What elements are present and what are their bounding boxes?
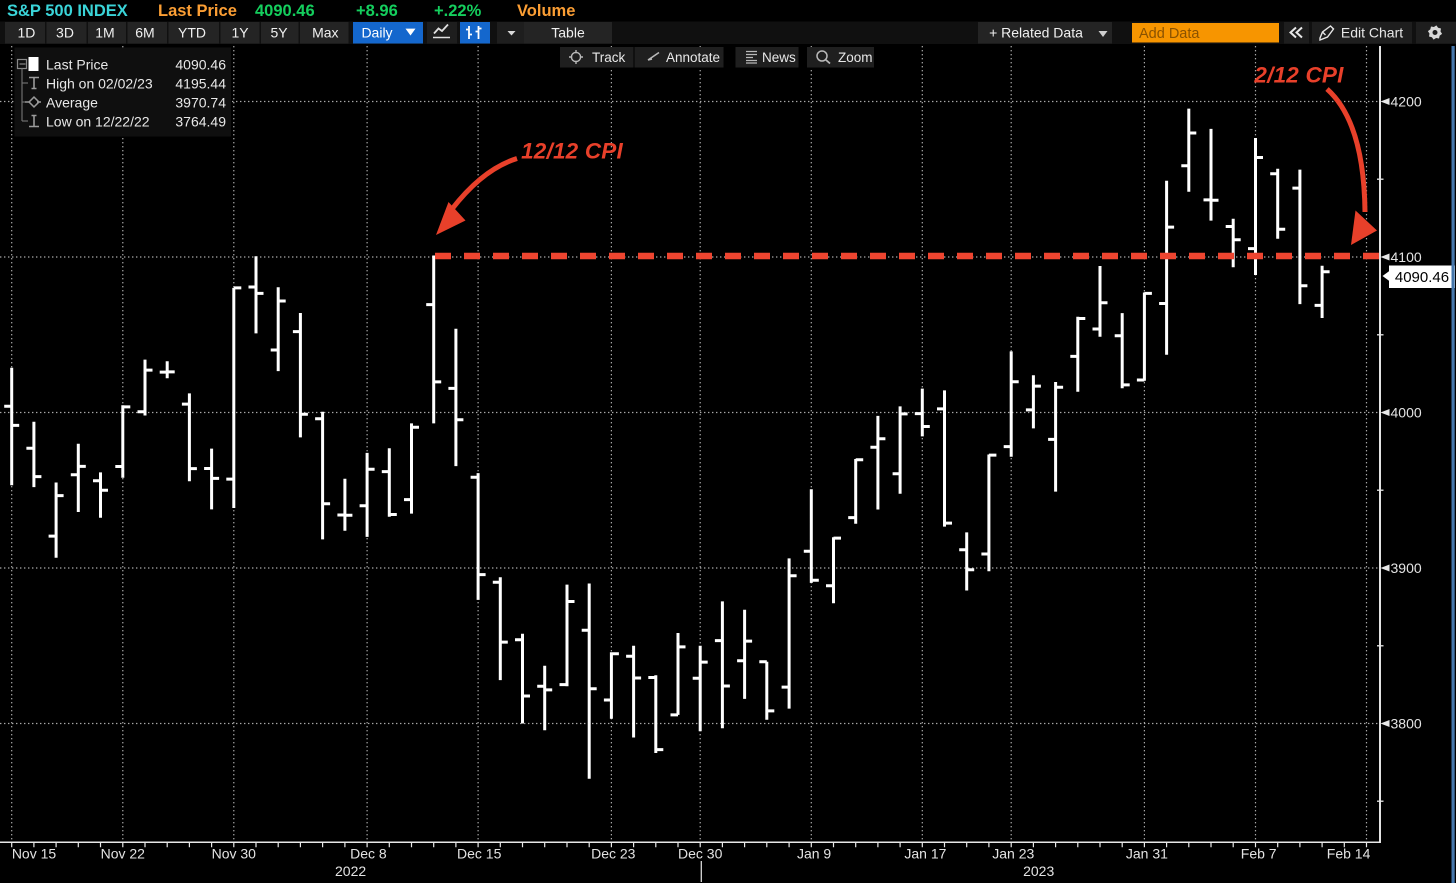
svg-text:Dec 30: Dec 30 [678,846,723,862]
svg-text:4100: 4100 [1391,249,1422,265]
svg-text:Low on 12/22/22: Low on 12/22/22 [46,114,150,130]
svg-text:Zoom: Zoom [838,50,873,65]
svg-text:4000: 4000 [1391,405,1422,421]
svg-text:3D: 3D [56,25,74,41]
svg-text:3764.49: 3764.49 [175,114,226,130]
svg-text:6M: 6M [135,25,154,41]
svg-text:1D: 1D [17,25,35,41]
svg-text:2/12 CPI: 2/12 CPI [1253,63,1344,88]
svg-text:4090.46: 4090.46 [1395,269,1449,286]
svg-text:Max: Max [312,25,338,41]
svg-text:4090.46: 4090.46 [175,57,226,73]
svg-text:Jan 23: Jan 23 [992,846,1034,862]
svg-text:3800: 3800 [1391,716,1422,732]
svg-text:4195.44: 4195.44 [175,76,226,92]
svg-text:1Y: 1Y [231,25,249,41]
svg-text:Average: Average [46,95,98,111]
svg-text:Feb 14: Feb 14 [1327,846,1371,862]
svg-text:Add Data: Add Data [1139,26,1200,42]
svg-text:4200: 4200 [1391,94,1422,110]
svg-text:Jan 17: Jan 17 [904,846,946,862]
svg-text:Nov 15: Nov 15 [12,846,57,862]
svg-text:3970.74: 3970.74 [175,95,226,111]
svg-text:YTD: YTD [178,25,206,41]
svg-text:Track: Track [592,50,625,65]
svg-text:Dec 15: Dec 15 [457,846,502,862]
svg-text:2023: 2023 [1023,863,1054,879]
svg-text:3900: 3900 [1391,560,1422,576]
svg-text:+.22%: +.22% [434,2,482,20]
svg-text:1M: 1M [95,25,114,41]
svg-text:Nov 30: Nov 30 [212,846,257,862]
svg-text:5Y: 5Y [270,25,288,41]
svg-text:Daily: Daily [361,25,392,41]
svg-text:12/12 CPI: 12/12 CPI [521,139,623,164]
svg-text:Edit Chart: Edit Chart [1341,25,1403,41]
svg-text:Last Price: Last Price [46,57,108,73]
svg-text:High on 02/02/23: High on 02/02/23 [46,76,153,92]
svg-text:Table: Table [551,25,585,41]
svg-text:S&P 500 INDEX: S&P 500 INDEX [7,2,128,20]
svg-text:Nov 22: Nov 22 [101,846,146,862]
svg-text:2022: 2022 [335,863,366,879]
svg-text:Feb 7: Feb 7 [1241,846,1277,862]
svg-text:News: News [762,50,796,65]
svg-text:Annotate: Annotate [666,50,720,65]
svg-text:4090.46: 4090.46 [255,2,315,20]
svg-text:Jan 9: Jan 9 [797,846,831,862]
svg-text:Jan 31: Jan 31 [1126,846,1168,862]
svg-text:+8.96: +8.96 [356,2,398,20]
svg-text:Last Price: Last Price [158,2,237,20]
svg-text:+ Related Data: + Related Data [989,25,1083,41]
svg-text:Volume: Volume [517,2,575,20]
svg-text:Dec 8: Dec 8 [350,846,387,862]
svg-text:Dec 23: Dec 23 [591,846,636,862]
